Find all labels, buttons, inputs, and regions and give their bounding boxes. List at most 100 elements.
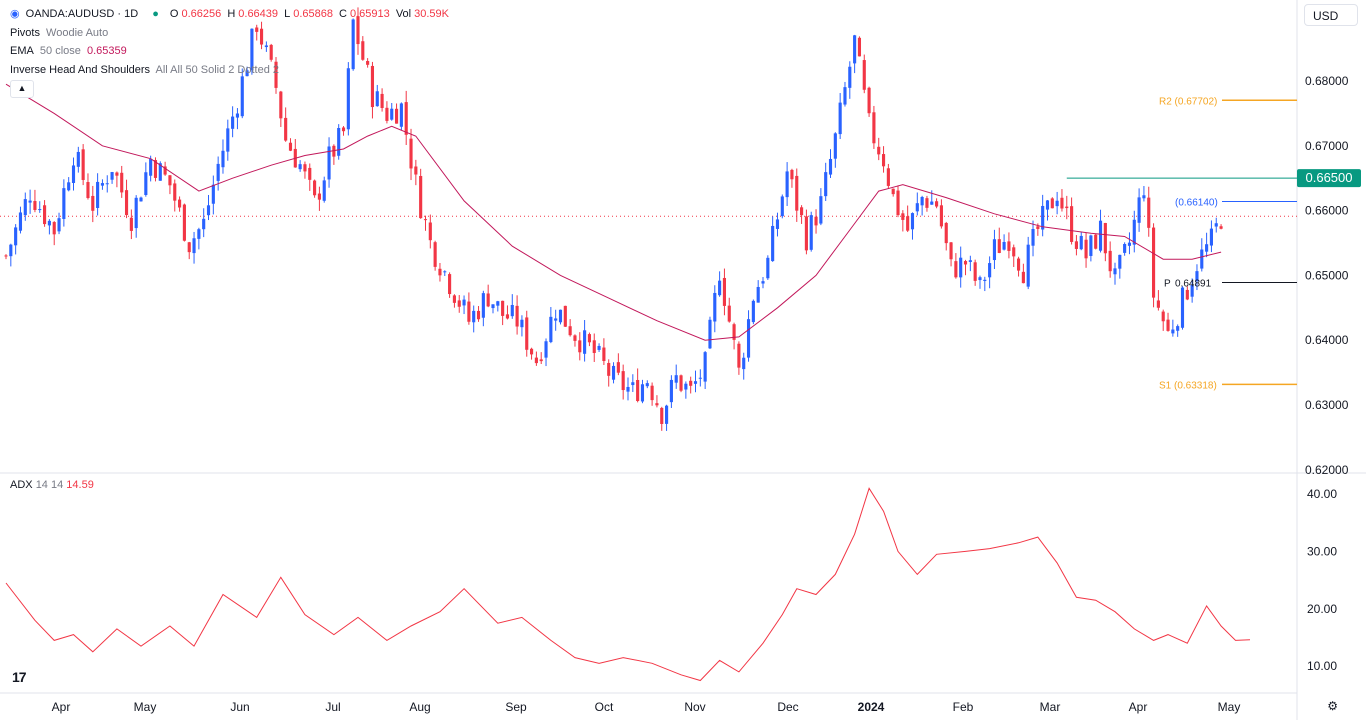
candle-body: [1127, 242, 1132, 246]
time-label: Aug: [409, 700, 430, 714]
candle-body: [1147, 197, 1151, 228]
time-label: Oct: [595, 700, 614, 714]
candle-body: [848, 66, 852, 88]
price-tick-label[interactable]: 0.63000: [1305, 398, 1349, 412]
candle-body: [279, 91, 283, 119]
low-label: L: [284, 8, 291, 20]
ihs-legend[interactable]: Inverse Head And Shoulders All All 50 So…: [10, 63, 282, 77]
candle-body: [877, 146, 881, 155]
candle-body: [930, 201, 934, 205]
candle-body: [1151, 227, 1156, 298]
price-tick-label[interactable]: 0.62000: [1305, 463, 1349, 477]
candle-body: [867, 87, 871, 114]
price-tick-label[interactable]: 0.65000: [1305, 268, 1349, 282]
price-axis[interactable]: 0.690000.680000.670000.660000.650000.640…: [1305, 9, 1349, 477]
candle-body: [139, 197, 143, 202]
candle-body: [737, 343, 741, 368]
candle-body: [669, 379, 673, 403]
candle-body: [780, 196, 784, 217]
price-tick-label[interactable]: 0.66000: [1305, 204, 1349, 218]
price-tick-label[interactable]: 0.68000: [1305, 74, 1349, 88]
candle-body: [144, 172, 148, 195]
candle-body: [650, 385, 654, 401]
candle-body: [1026, 244, 1030, 287]
candle-body: [800, 207, 804, 216]
candle-body: [197, 229, 201, 239]
candle-body: [1156, 300, 1160, 308]
candle-body: [4, 255, 8, 257]
symbol-title[interactable]: OANDA:AUDUSD · 1D: [25, 8, 139, 20]
currency-select[interactable]: USD: [1304, 4, 1358, 26]
time-label: Apr: [1129, 700, 1148, 714]
neckline-price-tag: [1297, 169, 1361, 188]
candle-body: [394, 108, 399, 124]
candle-body: [1055, 200, 1059, 207]
time-label: May: [134, 700, 157, 714]
pivots-legend[interactable]: Pivots Woodie Auto: [10, 26, 111, 40]
candle-body: [211, 184, 215, 204]
ema-line: [5, 83, 1222, 341]
candle-body: [616, 362, 620, 373]
ema-name: EMA: [10, 45, 34, 57]
candle-body: [496, 301, 500, 306]
candle-body: [255, 27, 259, 32]
candle-body: [327, 146, 331, 180]
candle-body: [684, 383, 688, 390]
chevron-up-icon: ▲: [17, 83, 27, 93]
adx-tick-label: 20.00: [1307, 602, 1337, 616]
candle-body: [857, 37, 862, 57]
adx-tick-label: 10.00: [1307, 659, 1337, 673]
r2-label: R2 (0.67702): [1159, 96, 1217, 107]
ihs-name: Inverse Head And Shoulders: [10, 64, 151, 76]
candle-body: [833, 133, 837, 159]
candle-body: [115, 172, 119, 176]
candle-body: [655, 403, 659, 406]
candle-body: [708, 319, 712, 349]
adx-legend[interactable]: ADX 14 14 14.59: [10, 479, 94, 491]
price-tick-label[interactable]: 0.67000: [1305, 139, 1349, 153]
candle-body: [409, 138, 413, 169]
candle-body: [1123, 244, 1127, 253]
candle-body: [949, 242, 953, 260]
candle-body: [703, 352, 707, 382]
candle-body: [14, 227, 18, 246]
candle-body: [722, 277, 727, 306]
candle-body: [428, 222, 432, 241]
candle-body: [1103, 222, 1107, 254]
candle-body: [71, 165, 76, 184]
candle-body: [640, 384, 645, 402]
candle-body: [1041, 205, 1045, 230]
price-tick-label[interactable]: 0.64000: [1305, 333, 1349, 347]
candle-body: [414, 166, 418, 175]
adx-tick-label: 30.00: [1307, 544, 1337, 558]
candle-body: [809, 215, 813, 250]
candle-body: [110, 172, 114, 180]
candle-body: [1060, 197, 1064, 209]
ema-legend[interactable]: EMA 50 close 0.65359: [10, 44, 130, 58]
candle-body: [67, 182, 71, 191]
candle-body: [192, 238, 196, 254]
candle-body: [674, 375, 678, 383]
time-axis[interactable]: Apr May Jun Jul Aug Sep Oct Nov Dec 2024 Feb Mar Apr…: [52, 700, 1241, 714]
candle-body: [539, 359, 543, 362]
pivot-levels: [0, 99, 1297, 386]
candle-body: [269, 44, 273, 60]
candle-body: [481, 293, 485, 318]
candle-body: [1021, 271, 1025, 284]
adx-axis[interactable]: 40.00 30.00 20.00 10.00: [1307, 487, 1337, 673]
candle-body: [838, 102, 842, 135]
collapse-legend-button[interactable]: ▲: [10, 80, 34, 98]
settings-gear-icon[interactable]: ⚙: [1327, 699, 1338, 713]
candle-body: [423, 219, 428, 221]
tradingview-logo[interactable]: 17: [12, 669, 27, 685]
candle-body: [775, 219, 780, 229]
candle-body: [399, 103, 403, 127]
candle-body: [38, 209, 42, 211]
candle-body: [18, 212, 23, 231]
candle-body: [476, 310, 481, 320]
candle-body: [100, 183, 105, 186]
candle-body: [1074, 241, 1078, 249]
candle-body: [264, 45, 268, 48]
candle-body: [558, 309, 563, 323]
